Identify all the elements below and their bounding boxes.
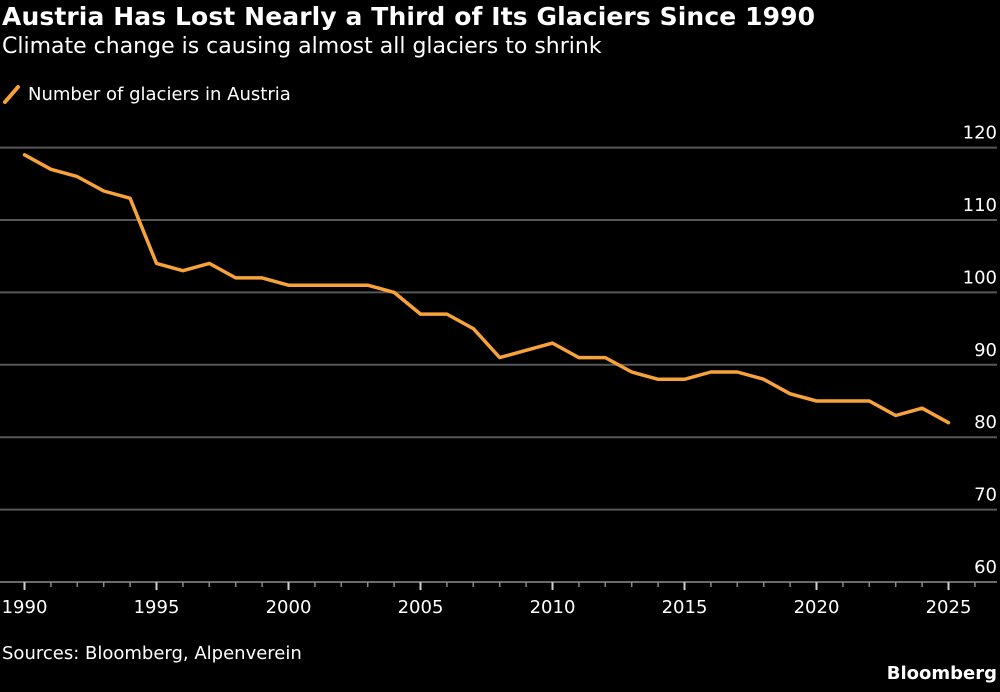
y-tick-label: 120 (963, 123, 997, 144)
line-swatch-icon (3, 85, 20, 104)
legend: Number of glaciers in Austria (2, 83, 291, 105)
y-tick-label: 110 (963, 195, 997, 216)
y-tick-label: 60 (974, 557, 997, 578)
x-tick-label: 1990 (2, 597, 48, 618)
x-tick-label: 2020 (794, 597, 840, 618)
y-tick-label: 90 (974, 340, 997, 361)
y-tick-label: 80 (974, 412, 997, 433)
gridlines (0, 146, 997, 511)
chart-title: Austria Has Lost Nearly a Third of Its G… (2, 2, 816, 31)
y-tick-label: 70 (974, 485, 997, 506)
x-tick-label: 2025 (926, 597, 972, 618)
x-tick-label: 1995 (134, 597, 180, 618)
series-layer (22, 153, 951, 425)
x-axis: 1990 1995 2000 2005 2010 2015 2020 2025 (0, 581, 997, 618)
x-tick-label: 2005 (398, 597, 444, 618)
y-axis-labels: 60 70 80 90 100 110 120 (963, 123, 997, 578)
chart-subtitle: Climate change is causing almost all gla… (2, 34, 602, 59)
bloomberg-logo: Bloomberg (886, 663, 997, 684)
source-note: Sources: Bloomberg, Alpenverein (2, 643, 302, 664)
series-line-glaciers (22, 153, 951, 425)
x-tick-label: 2015 (662, 597, 708, 618)
legend-label: Number of glaciers in Austria (28, 83, 291, 105)
x-tick-label: 2010 (530, 597, 576, 618)
x-tick-label: 2000 (266, 597, 312, 618)
y-tick-label: 100 (963, 267, 997, 288)
